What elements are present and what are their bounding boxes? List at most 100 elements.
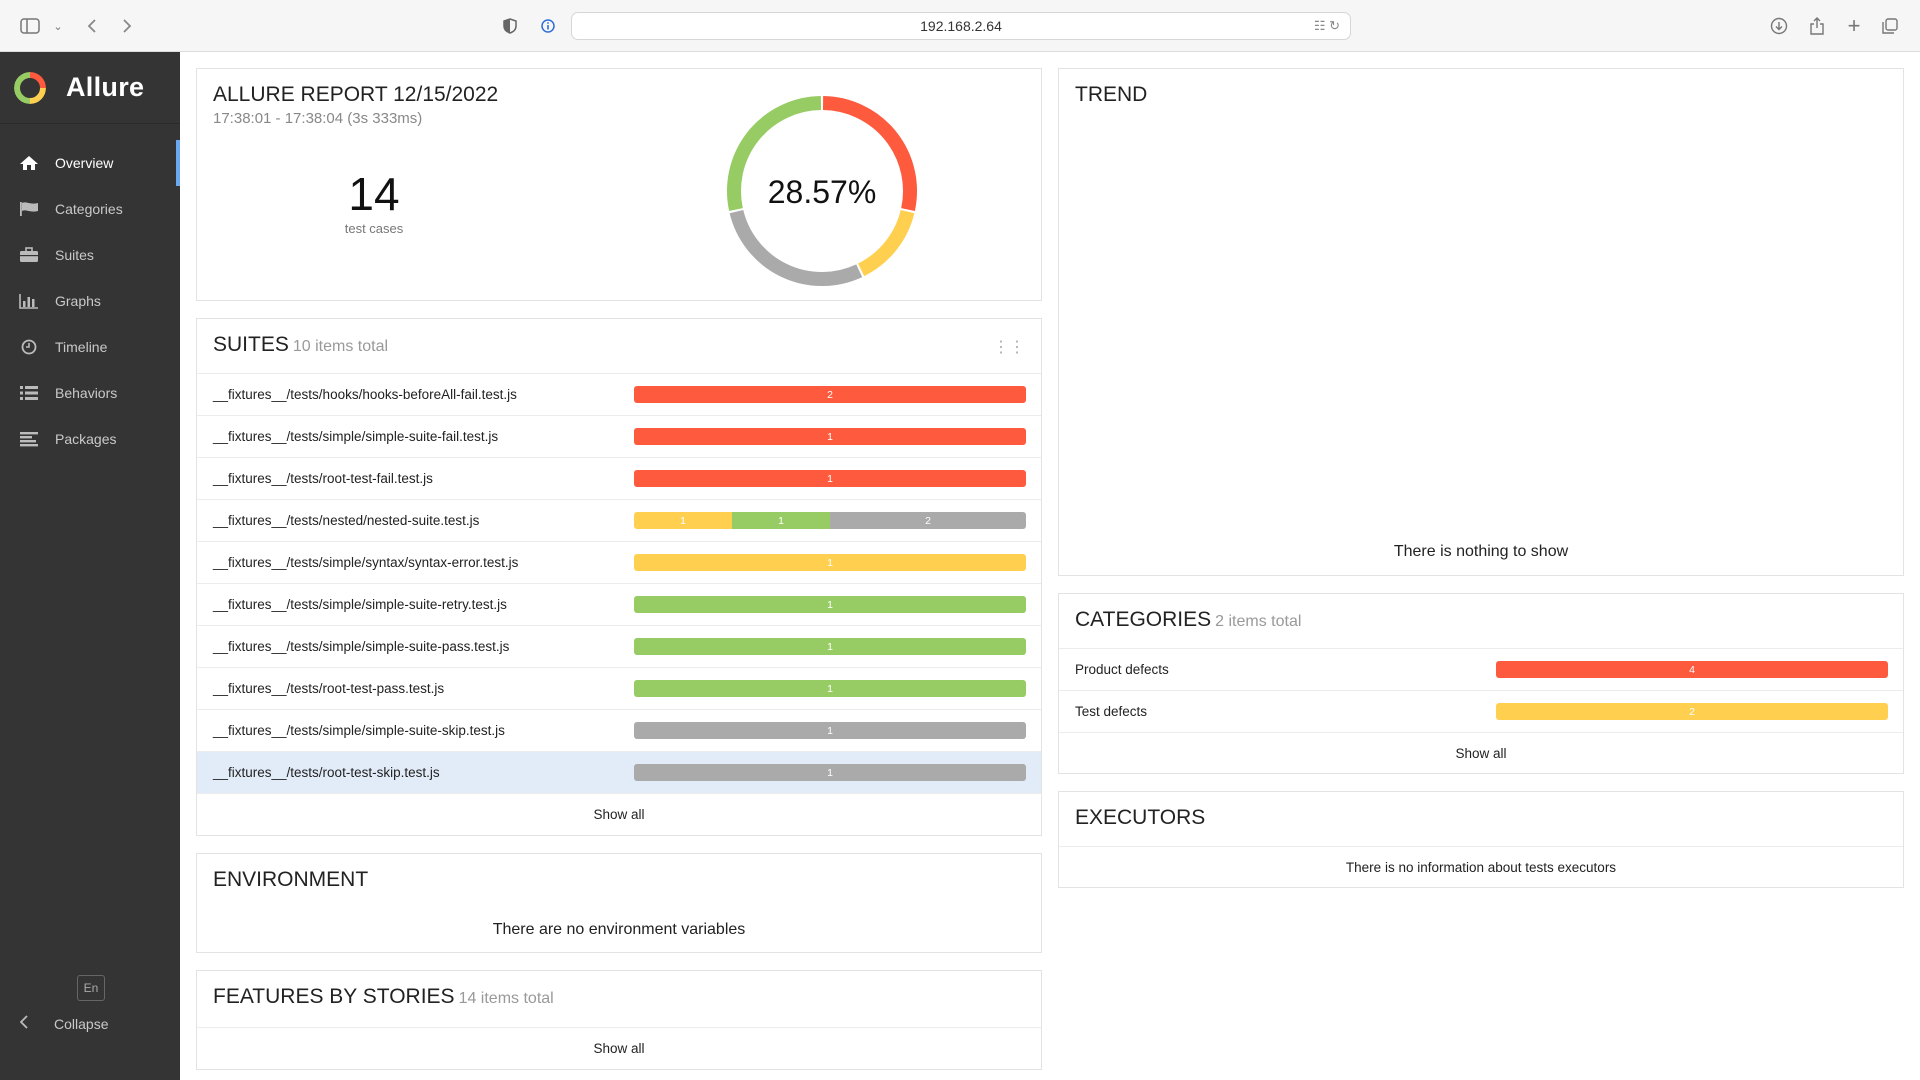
categories-show-all-link[interactable]: Show all xyxy=(1059,732,1903,774)
table-row[interactable]: Product defects 4 xyxy=(1059,648,1903,690)
suites-widget: SUITES 10 items total ⋮⋮ __fixtures__/te… xyxy=(196,318,1042,836)
status-segment-broken: 1 xyxy=(634,512,732,529)
share-icon[interactable] xyxy=(1805,14,1829,38)
back-icon[interactable] xyxy=(80,14,104,38)
status-donut-chart[interactable]: 28.57% xyxy=(722,91,922,291)
sidebar-item-label: Behaviors xyxy=(55,385,118,401)
address-bar[interactable]: 192.168.2.64 ☷ ↻ xyxy=(571,12,1351,40)
status-segment-broken: 1 xyxy=(634,554,1026,571)
categories-count: 2 items total xyxy=(1215,613,1302,630)
status-segment-skipped: 1 xyxy=(634,764,1026,781)
status-segment-passed: 1 xyxy=(634,596,1026,613)
download-icon[interactable] xyxy=(1767,14,1791,38)
test-case-label: test cases xyxy=(344,221,404,236)
allure-logo-icon xyxy=(14,71,46,104)
status-segment-passed: 1 xyxy=(634,638,1026,655)
table-row[interactable]: __fixtures__/tests/simple/simple-suite-r… xyxy=(197,583,1041,625)
features-show-all-link[interactable]: Show all xyxy=(197,1027,1041,1069)
briefcase-icon xyxy=(18,247,40,263)
row-name: __fixtures__/tests/simple/syntax/syntax-… xyxy=(213,555,519,570)
info-icon[interactable] xyxy=(536,14,560,38)
chevron-down-icon[interactable]: ⌄ xyxy=(53,20,63,33)
status-bar: 1 xyxy=(634,680,1026,697)
status-segment-failed: 4 xyxy=(1496,661,1888,678)
table-row[interactable]: __fixtures__/tests/root-test-pass.test.j… xyxy=(197,667,1041,709)
trend-title: TREND xyxy=(1075,83,1148,106)
status-bar: 4 xyxy=(1496,661,1888,678)
features-count: 14 items total xyxy=(458,990,554,1007)
environment-widget: ENVIRONMENT There are no environment var… xyxy=(196,853,1042,953)
status-bar: 2 xyxy=(634,386,1026,403)
table-row[interactable]: __fixtures__/tests/simple/syntax/syntax-… xyxy=(197,541,1041,583)
new-tab-icon[interactable]: + xyxy=(1847,13,1861,38)
table-row[interactable]: Test defects 2 xyxy=(1059,690,1903,732)
status-segment-skipped: 1 xyxy=(634,722,1026,739)
status-bar: 1 xyxy=(634,596,1026,613)
suites-count: 10 items total xyxy=(292,338,389,355)
sidebar-item-behaviors[interactable]: Behaviors xyxy=(0,370,180,416)
categories-list: Product defects 4 Test defects 2 Show all xyxy=(1059,648,1903,774)
status-segment-broken: 2 xyxy=(1496,703,1888,720)
environment-title: ENVIRONMENT xyxy=(213,868,369,891)
row-name: __fixtures__/tests/root-test-pass.test.j… xyxy=(213,681,445,696)
table-row[interactable]: __fixtures__/tests/simple/simple-suite-s… xyxy=(197,709,1041,751)
donut-slice-passed[interactable] xyxy=(727,96,822,212)
sidebar-item-label: Suites xyxy=(55,247,94,263)
table-row[interactable]: __fixtures__/tests/simple/simple-suite-f… xyxy=(197,415,1041,457)
drag-handle-icon[interactable]: ⋮⋮ xyxy=(993,339,1025,356)
status-segment-failed: 2 xyxy=(634,386,1026,403)
row-name: __fixtures__/tests/root-test-fail.test.j… xyxy=(213,471,433,486)
trend-widget: TREND There is nothing to show xyxy=(1058,68,1904,576)
donut-slice-skipped[interactable] xyxy=(729,209,863,286)
sidebar-item-packages[interactable]: Packages xyxy=(0,416,180,462)
features-widget: FEATURES BY STORIES 14 items total Show … xyxy=(196,970,1042,1070)
status-segment-failed: 1 xyxy=(634,470,1026,487)
status-bar: 1 xyxy=(634,428,1026,445)
trend-empty-message: There is nothing to show xyxy=(1393,543,1569,560)
sidebar-item-label: Overview xyxy=(55,155,114,171)
forward-icon[interactable] xyxy=(115,14,139,38)
row-name: __fixtures__/tests/simple/simple-suite-r… xyxy=(213,597,507,612)
report-title: ALLURE REPORT 12/15/2022 xyxy=(213,83,499,106)
clock-icon xyxy=(18,339,40,355)
suites-show-all-link[interactable]: Show all xyxy=(197,793,1041,835)
sidebar-item-graphs[interactable]: Graphs xyxy=(0,278,180,324)
translate-reload-icon[interactable]: ☷ ↻ xyxy=(1313,18,1340,33)
privacy-shield-icon[interactable] xyxy=(498,14,522,38)
sidebar-item-categories[interactable]: Categories xyxy=(0,186,180,232)
features-title: FEATURES BY STORIES xyxy=(213,985,455,1008)
url-text: 192.168.2.64 xyxy=(920,18,1002,34)
home-icon xyxy=(18,155,40,171)
sidebar-toggle-icon[interactable] xyxy=(18,14,42,38)
brand[interactable]: Allure xyxy=(0,52,180,124)
status-bar: 1 xyxy=(634,470,1026,487)
sidebar-item-label: Graphs xyxy=(55,293,101,309)
test-case-count: 14 xyxy=(348,168,400,220)
brand-name: Allure xyxy=(66,72,145,102)
donut-slice-broken[interactable] xyxy=(857,209,915,277)
suites-title: SUITES xyxy=(213,333,289,356)
collapse-button[interactable]: Collapse xyxy=(19,1015,108,1032)
sidebar-item-suites[interactable]: Suites xyxy=(0,232,180,278)
report-time: 17:38:01 - 17:38:04 (3s 333ms) xyxy=(213,110,423,127)
table-row[interactable]: __fixtures__/tests/simple/simple-suite-p… xyxy=(197,625,1041,667)
success-rate-text: 28.57% xyxy=(768,174,877,210)
categories-widget: CATEGORIES 2 items total Product defects… xyxy=(1058,593,1904,774)
sidebar-item-timeline[interactable]: Timeline xyxy=(0,324,180,370)
row-name: __fixtures__/tests/hooks/hooks-beforeAll… xyxy=(213,387,517,402)
table-row[interactable]: __fixtures__/tests/root-test-fail.test.j… xyxy=(197,457,1041,499)
language-switch-button[interactable]: En xyxy=(77,975,105,1001)
sidebar-item-overview[interactable]: Overview xyxy=(0,140,180,186)
row-name: Product defects xyxy=(1075,662,1169,677)
donut-slice-failed[interactable] xyxy=(822,96,917,212)
status-bar: 1 xyxy=(634,722,1026,739)
table-row[interactable]: __fixtures__/tests/root-test-skip.test.j… xyxy=(197,751,1041,793)
status-bar: 1 xyxy=(634,554,1026,571)
table-row[interactable]: __fixtures__/tests/nested/nested-suite.t… xyxy=(197,499,1041,541)
status-segment-skipped: 2 xyxy=(830,512,1026,529)
row-name: __fixtures__/tests/simple/simple-suite-s… xyxy=(213,723,505,738)
tabs-overview-icon[interactable] xyxy=(1878,14,1902,38)
table-row[interactable]: __fixtures__/tests/hooks/hooks-beforeAll… xyxy=(197,373,1041,415)
status-bar: 1 xyxy=(634,764,1026,781)
sidebar-item-label: Timeline xyxy=(55,339,108,355)
